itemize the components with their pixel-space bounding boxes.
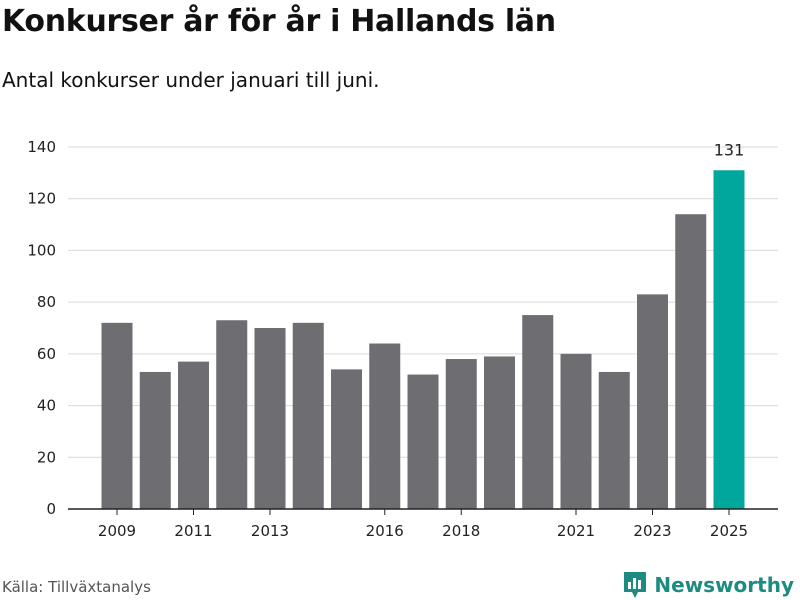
x-tick-label: 2009 [98,522,136,540]
bar-2022 [598,371,630,509]
annotations: 131 [714,140,745,159]
y-tick-label: 20 [37,448,56,466]
data-label: 131 [714,140,745,159]
x-tick-label: 2013 [251,522,289,540]
bar-2024 [675,214,707,509]
y-tick-label: 80 [37,293,56,311]
bar-2017 [407,374,439,509]
bar-2015 [331,369,362,509]
y-tick-label: 120 [27,190,56,208]
bar-2018 [445,359,477,509]
source-note: Källa: Tillväxtanalys [2,578,151,596]
chart-subtitle: Antal konkurser under januari till juni. [2,68,380,92]
y-tick-label: 60 [37,345,56,363]
bar-2019 [484,356,515,509]
bar-2013 [254,328,286,509]
x-tick-label: 2011 [174,522,212,540]
x-tick-label: 2018 [442,522,480,540]
bar-2012 [216,320,248,509]
newsworthy-logo-icon [624,572,647,598]
bar-2020 [522,315,554,509]
brand[interactable]: Newsworthy [622,570,794,600]
y-tick-label: 0 [46,500,56,518]
bar-2021 [560,353,592,509]
chart-title: Konkurser år för år i Hallands län [2,4,556,39]
bar-2023 [637,294,668,509]
x-tick-label: 2021 [557,522,595,540]
y-tick-label: 40 [37,397,56,415]
y-axis-tick-labels: 0 20 40 60 80 100 120 140 [27,138,56,518]
y-tick-label: 140 [27,138,56,156]
y-tick-label: 100 [27,241,56,259]
bars [101,170,745,509]
brand-name: Newsworthy [654,573,794,597]
x-tick-label: 2023 [633,522,671,540]
bar-2014 [292,322,324,509]
bar-2016 [369,343,401,509]
x-tick-label: 2025 [710,522,748,540]
bar-2025 [713,170,745,509]
bar-2011 [178,361,209,509]
bar-2010 [139,371,171,509]
bar-2009 [101,322,133,509]
x-tick-label: 2016 [366,522,404,540]
x-axis: 2009 2011 2013 2016 2018 2021 2023 2025 [68,508,778,540]
